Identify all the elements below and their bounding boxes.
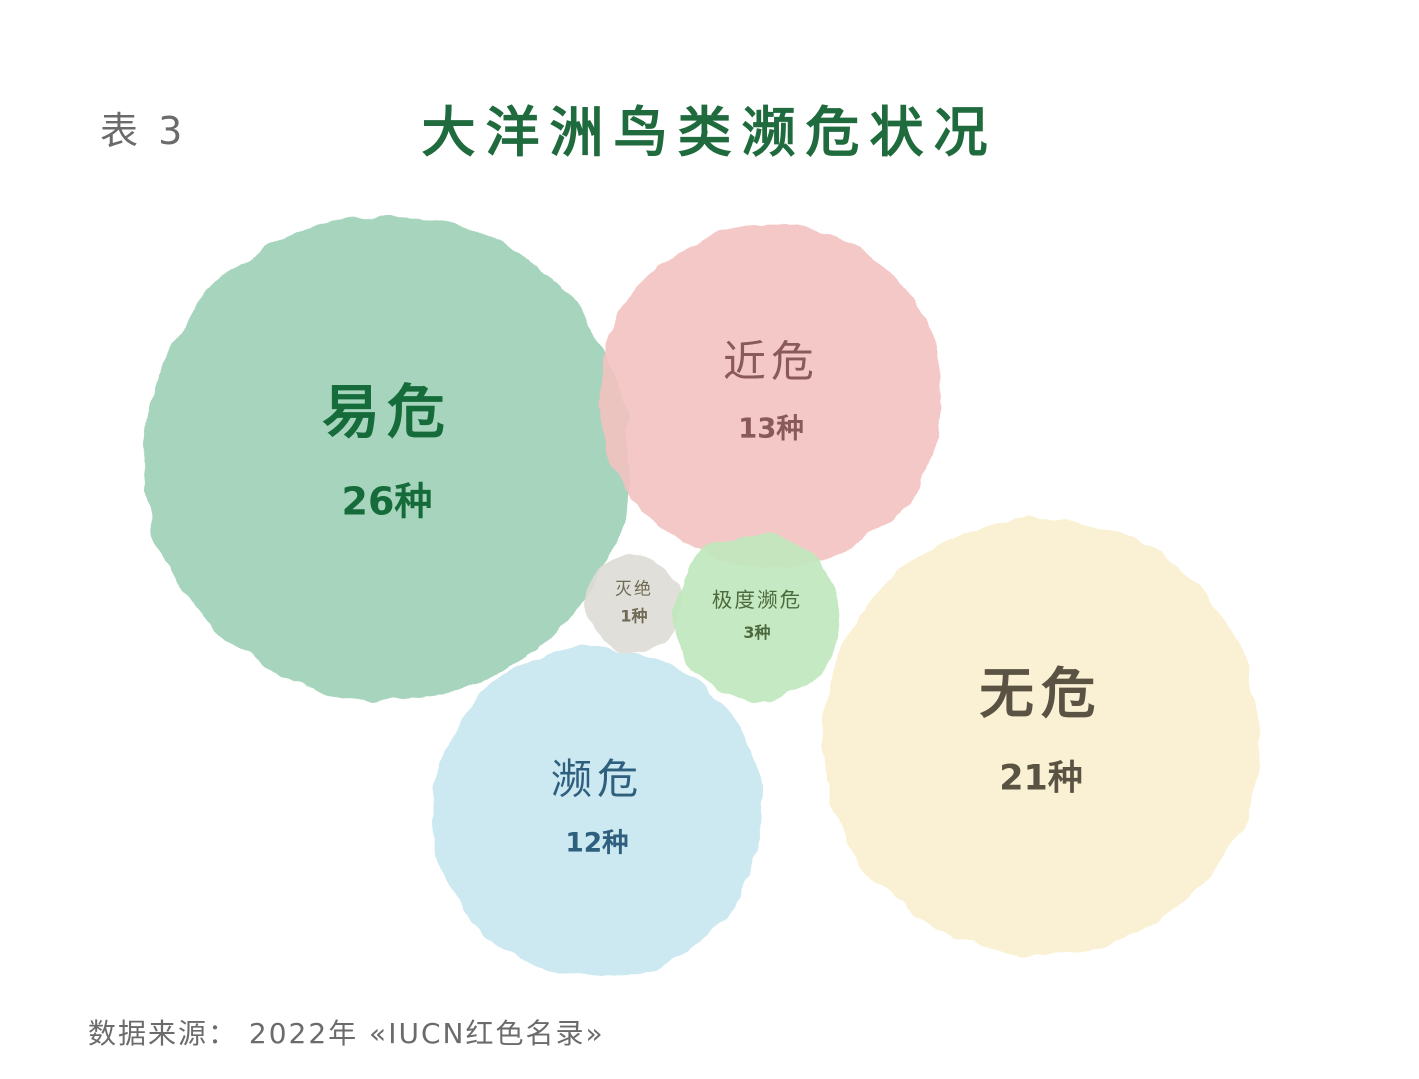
- source-note: 数据来源： 2022年 «IUCN红色名录»: [88, 1017, 605, 1050]
- bubble-value-extinct: 1种: [620, 607, 647, 626]
- bubble-label-near-threatened: 近危: [723, 338, 819, 388]
- bubble-label-least-concern: 无危: [979, 661, 1102, 725]
- bubble-least-concern: 无危 21种: [822, 518, 1260, 956]
- bubble-circle-vulnerable: [144, 215, 630, 701]
- bubble-near-threatened: 近危 13种: [599, 224, 943, 568]
- bubble-circle-near-threatened: [599, 224, 943, 568]
- bubble-value-vulnerable: 26种: [342, 479, 433, 523]
- bubble-label-extinct: 灭绝: [615, 579, 653, 599]
- bubble-label-vulnerable: 易危: [322, 378, 452, 446]
- bubble-circle-critically-endangered: [674, 534, 840, 700]
- bubble-endangered: 濒危 12种: [431, 646, 763, 978]
- bubble-circle-extinct: [586, 555, 682, 651]
- bubble-label-critically-endangered: 极度濒危: [712, 588, 803, 612]
- chart-title: 大洋洲鸟类濒危状况: [421, 101, 998, 164]
- bubble-value-least-concern: 21种: [999, 759, 1083, 799]
- bubble-extinct: 灭绝 1种: [586, 555, 682, 651]
- bubble-circle-endangered: [431, 646, 763, 978]
- bubble-label-endangered: 濒危: [551, 755, 644, 803]
- bubble-circle-least-concern: [822, 518, 1260, 956]
- bubble-value-endangered: 12种: [565, 828, 628, 859]
- bubble-critically-endangered: 极度濒危 3种: [674, 534, 840, 700]
- bubble-value-near-threatened: 13种: [738, 412, 804, 444]
- table-label: 表 3: [100, 109, 187, 153]
- bubble-value-critically-endangered: 3种: [743, 623, 770, 642]
- bubble-vulnerable: 易危 26种: [144, 215, 630, 701]
